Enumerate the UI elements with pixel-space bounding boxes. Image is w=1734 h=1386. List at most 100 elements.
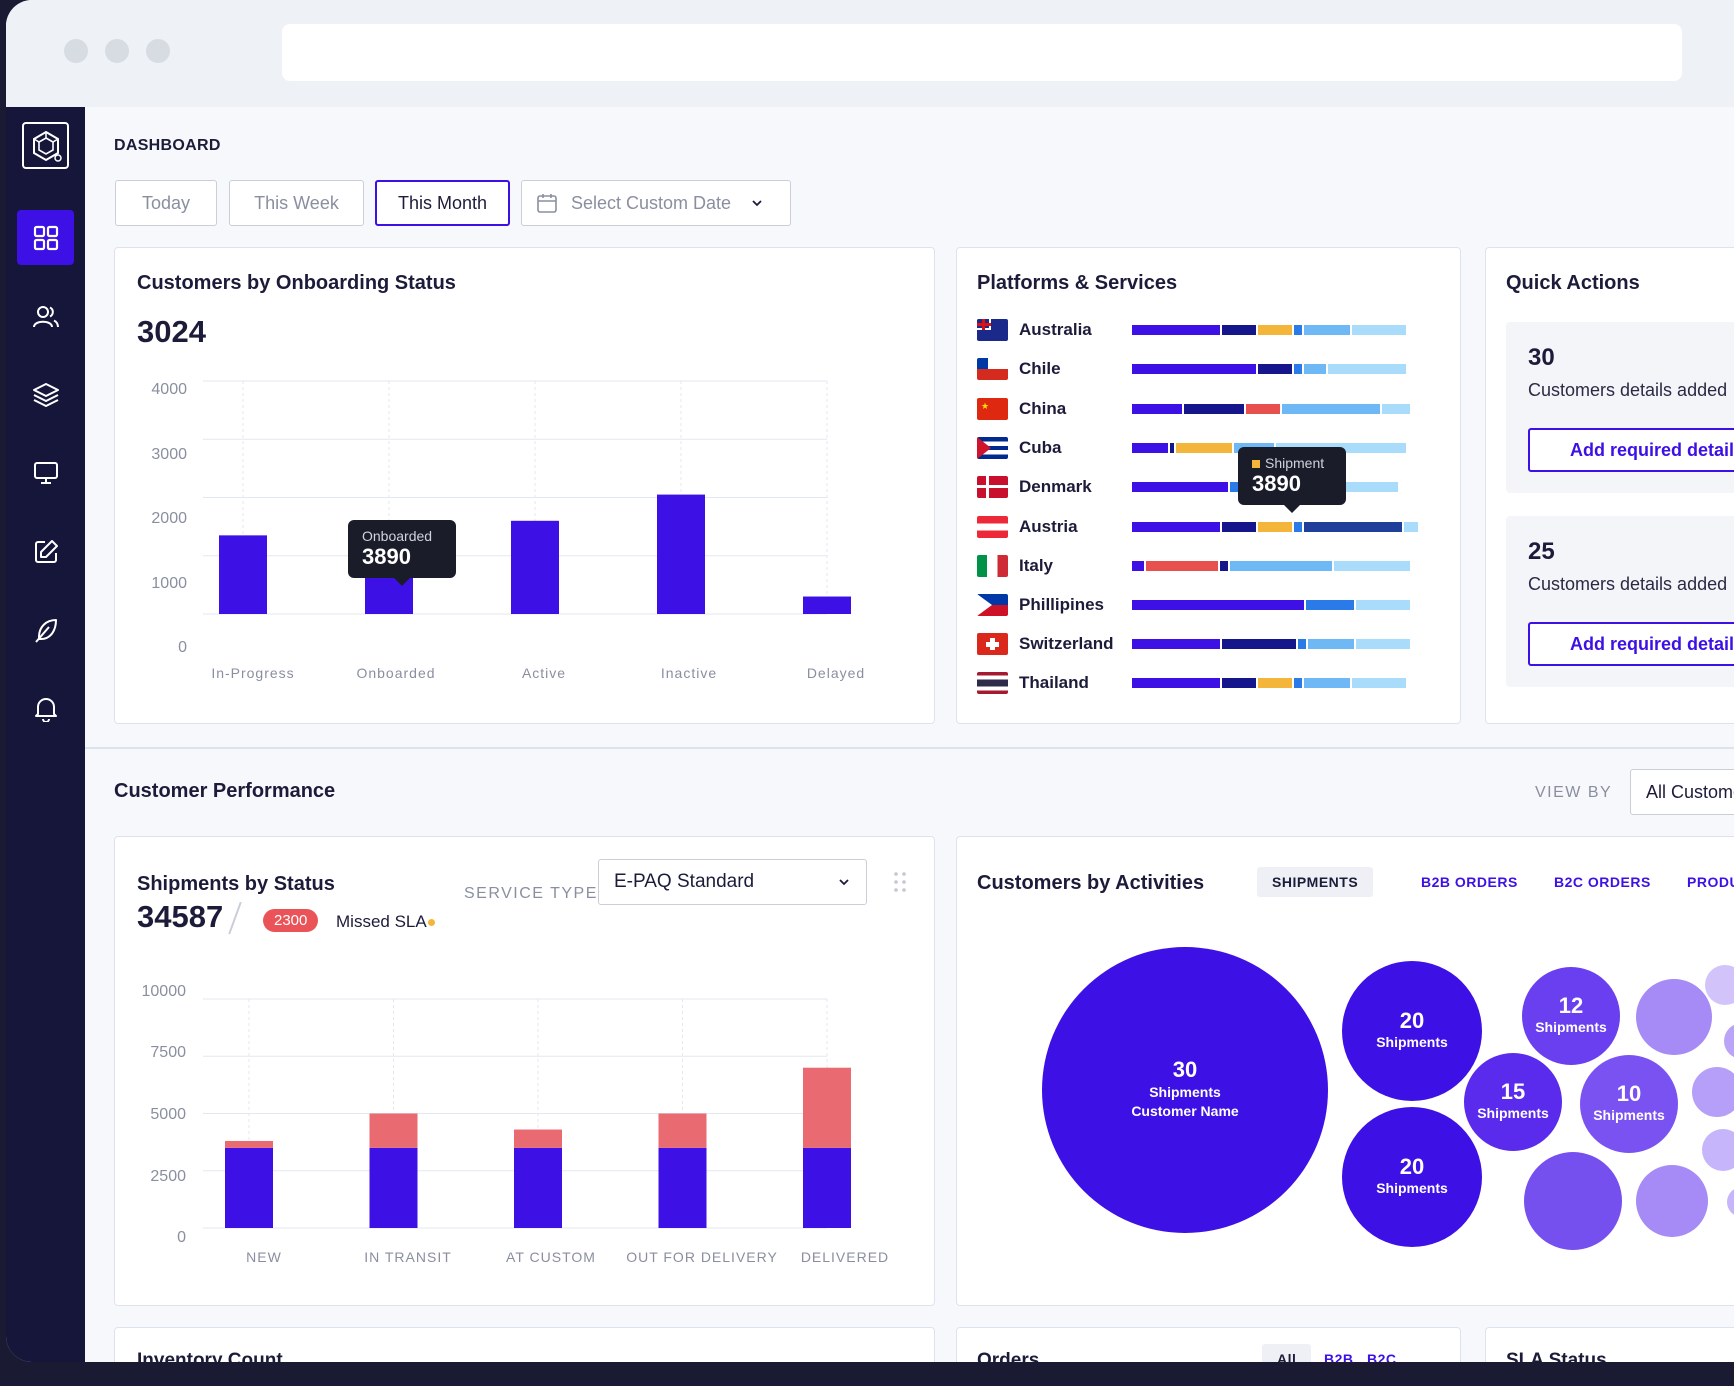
custom-date-select[interactable]: Select Custom Date (521, 180, 791, 226)
bar-ontime-4[interactable] (803, 1147, 851, 1228)
chevron-down-icon (752, 200, 762, 207)
address-bar[interactable] (282, 24, 1682, 81)
bar-in-progress[interactable] (219, 535, 267, 614)
nav-layers[interactable] (17, 367, 74, 422)
platform-bar-australia[interactable] (1132, 325, 1408, 335)
onboarding-card: Customers by Onboarding Status 3024 4000… (114, 247, 935, 724)
bar-missed-0[interactable] (225, 1140, 273, 1148)
bar-missed-2[interactable] (514, 1129, 562, 1148)
activity-bubble[interactable] (1692, 1067, 1734, 1117)
platform-bar-phillipines[interactable] (1132, 600, 1412, 610)
bubble-label: Shipments (1593, 1107, 1665, 1124)
activity-bubble[interactable]: 15 Shipments (1464, 1053, 1562, 1151)
performance-title: Customer Performance (114, 780, 336, 802)
nav-edit[interactable] (17, 524, 74, 579)
italy-flag-icon (977, 555, 1008, 577)
y-tick: 0 (177, 1229, 186, 1246)
app-logo[interactable] (22, 122, 69, 169)
country-name: Switzerland (1019, 634, 1114, 653)
quick-action-text: Customers details added (1528, 574, 1728, 594)
inventory-title: Inventory Count (137, 1350, 283, 1362)
filter-today-button[interactable]: Today (115, 180, 217, 226)
view-by-select[interactable]: All Customers (1630, 769, 1734, 815)
monitor-icon (33, 461, 58, 484)
nav-notifications[interactable] (17, 680, 74, 735)
platform-bar-switzerland[interactable] (1132, 639, 1412, 649)
bar-missed-3[interactable] (658, 1113, 707, 1148)
country-row[interactable]: Austria (977, 515, 1078, 539)
filter-this-month-button[interactable]: This Month (375, 180, 510, 226)
bar-segment (1132, 443, 1168, 453)
activity-bubble[interactable] (1705, 965, 1734, 1005)
platform-bar-chile[interactable] (1132, 364, 1408, 374)
activity-bubble[interactable]: 20 Shipments (1342, 961, 1482, 1101)
orders-tab-b2c[interactable]: B2C (1367, 1351, 1397, 1362)
bar-segment (1258, 364, 1292, 374)
shipments-card: Shipments by Status SERVICE TYPE E-PAQ S… (114, 836, 935, 1306)
orders-tab-all[interactable]: All (1262, 1344, 1312, 1362)
philippines-flag-icon (977, 594, 1008, 616)
country-row[interactable]: Australia (977, 318, 1092, 342)
bar-active[interactable] (511, 520, 559, 614)
activity-bubble[interactable]: 30 Shipments Customer Name (1042, 947, 1328, 1233)
activity-bubble[interactable] (1727, 1187, 1734, 1217)
bar-delayed[interactable] (803, 596, 851, 614)
nav-monitor[interactable] (17, 445, 74, 500)
activity-bubble[interactable] (1524, 1152, 1622, 1250)
country-row[interactable]: Cuba (977, 436, 1062, 460)
activity-bubble[interactable] (1724, 1023, 1734, 1059)
platform-bar-italy[interactable] (1132, 561, 1412, 571)
bar-segment (1294, 364, 1302, 374)
country-name: Italy (1019, 556, 1054, 575)
bar-ontime-1[interactable] (369, 1147, 418, 1228)
bar-missed-1[interactable] (369, 1113, 418, 1148)
window-close-dot[interactable] (64, 39, 88, 63)
bar-ontime-0[interactable] (225, 1147, 273, 1228)
bar-ontime-3[interactable] (658, 1147, 707, 1228)
country-row[interactable]: ★ China (977, 397, 1066, 421)
drag-handle-icon[interactable] (893, 871, 907, 893)
add-required-details-button[interactable]: Add required details (1528, 622, 1734, 666)
nav-feather[interactable] (17, 602, 74, 657)
service-type-select[interactable]: E-PAQ Standard (598, 859, 867, 905)
activity-bubble[interactable] (1702, 1129, 1734, 1171)
filter-this-week-button[interactable]: This Week (229, 180, 364, 226)
platform-bar-austria[interactable] (1132, 522, 1420, 532)
tab-b2b-orders[interactable]: B2B ORDERS (1421, 874, 1518, 890)
tab-products[interactable]: PRODUCTS (1687, 874, 1734, 890)
platform-bar-china[interactable] (1132, 404, 1412, 414)
add-required-details-button[interactable]: Add required details (1528, 428, 1734, 472)
orders-tab-b2b[interactable]: B2B (1324, 1351, 1354, 1362)
tab-b2c-orders[interactable]: B2C ORDERS (1554, 874, 1651, 890)
country-row[interactable]: Chile (977, 357, 1061, 381)
activity-bubble[interactable]: 12 Shipments (1522, 967, 1620, 1065)
country-row[interactable]: Italy (977, 554, 1053, 578)
bar-segment (1304, 364, 1326, 374)
y-tick: 1000 (151, 575, 187, 592)
activity-bubble[interactable] (1636, 979, 1712, 1055)
window-minimize-dot[interactable] (105, 39, 129, 63)
country-name: Denmark (1019, 477, 1092, 496)
tab-shipments[interactable]: SHIPMENTS (1257, 867, 1374, 897)
bubble-count: 20 (1399, 1008, 1425, 1034)
nav-dashboard[interactable] (17, 210, 74, 265)
nav-customers[interactable] (17, 289, 74, 344)
bar-ontime-2[interactable] (514, 1147, 562, 1228)
activity-bubble[interactable]: 20 Shipments (1342, 1107, 1482, 1247)
bar-segment (1258, 522, 1292, 532)
activity-bubble[interactable] (1636, 1165, 1708, 1237)
bar-segment (1294, 522, 1302, 532)
activity-bubble[interactable]: 10 Shipments (1580, 1055, 1678, 1153)
bubble-count: 12 (1558, 993, 1584, 1019)
bar-inactive[interactable] (657, 494, 705, 614)
platform-bar-thailand[interactable] (1132, 678, 1408, 688)
x-category: NEW (246, 1249, 282, 1265)
country-row[interactable]: Thailand (977, 671, 1089, 695)
bar-segment (1184, 404, 1244, 414)
bar-missed-4[interactable] (803, 1067, 851, 1148)
window-maximize-dot[interactable] (146, 39, 170, 63)
country-row[interactable]: Phillipines (977, 593, 1104, 617)
onboarding-total: 3024 (137, 314, 206, 349)
country-row[interactable]: Switzerland (977, 632, 1113, 656)
country-row[interactable]: Denmark (977, 475, 1092, 499)
